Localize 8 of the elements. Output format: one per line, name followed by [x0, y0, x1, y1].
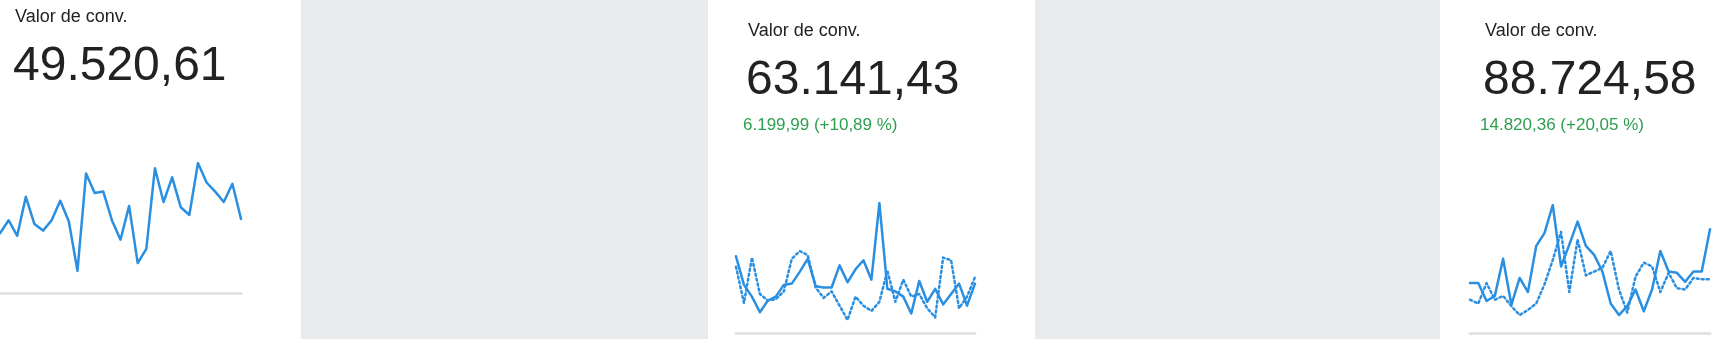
text: 14.820,36 (+20,05 %) — [1480, 115, 1644, 134]
chart-title: Valor de conv. — [15, 6, 128, 26]
chart-title: Valor de conv. — [748, 20, 861, 40]
chart-subtitle: 63.141,43 — [746, 50, 960, 104]
chart-subtitle: 88.724,58 — [1483, 50, 1697, 104]
chart-subtitle: 49.520,61 — [13, 36, 227, 90]
text: 6.199,99 (+10,89 %) — [743, 115, 898, 134]
chart-title: Valor de conv. — [1485, 20, 1598, 40]
